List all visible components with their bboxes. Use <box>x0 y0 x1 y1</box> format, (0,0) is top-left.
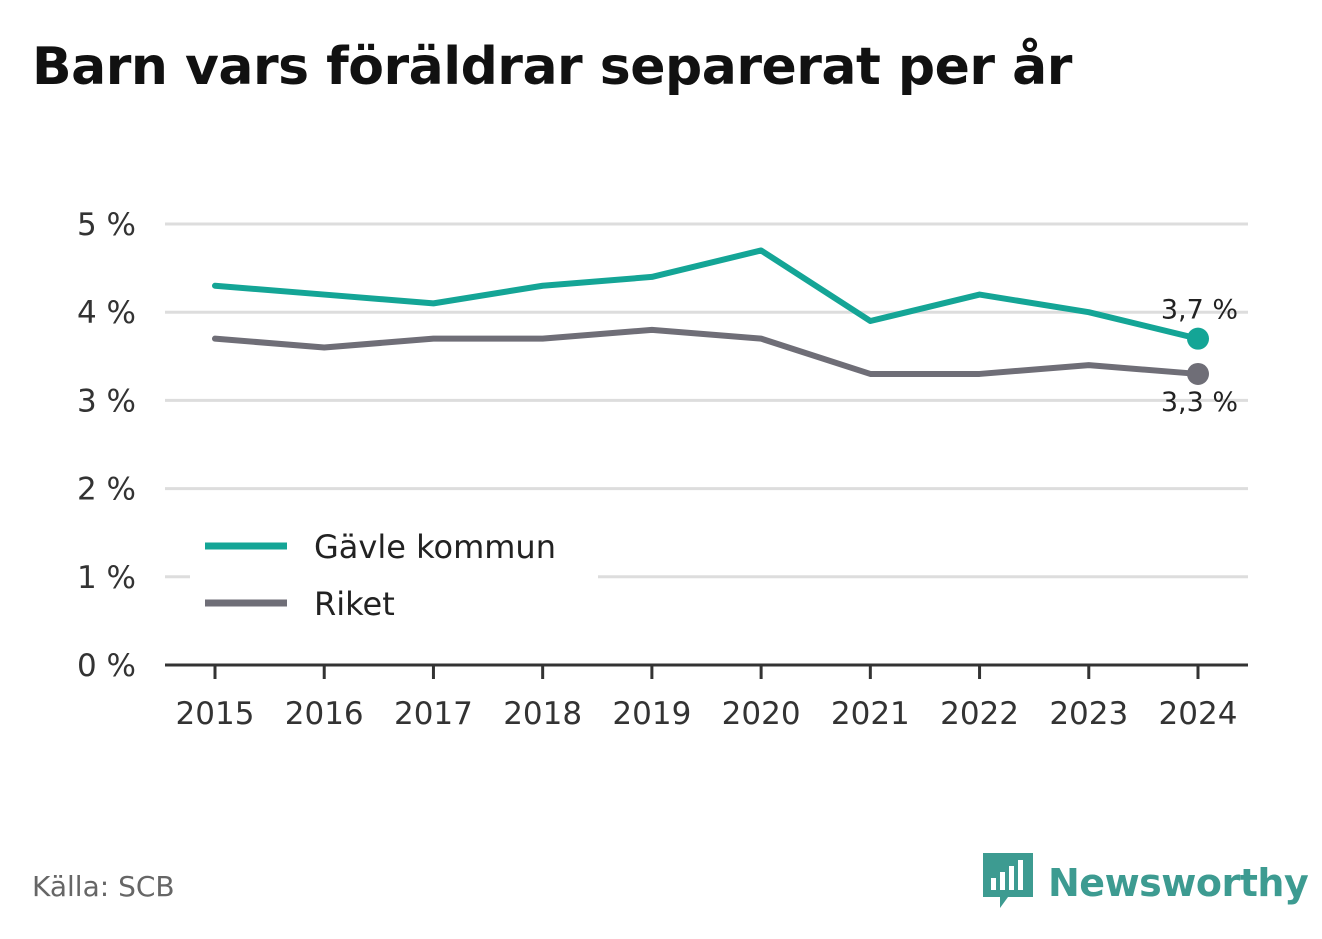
y-tick-label: 0 % <box>77 648 136 684</box>
series-line-2 <box>212 326 1201 377</box>
bar-chart-speech-bubble-icon <box>980 850 1036 916</box>
legend-label-1: Gävle kommun <box>314 528 556 566</box>
y-tick-label: 5 % <box>77 207 136 243</box>
y-tick-label: 3 % <box>77 383 136 419</box>
y-tick-label: 2 % <box>77 472 136 508</box>
x-tick-label: 2017 <box>394 696 473 732</box>
y-tick-label: 4 % <box>77 295 136 331</box>
x-tick-label: 2020 <box>722 696 801 732</box>
x-tick-label: 2024 <box>1159 696 1238 732</box>
series-end-point-2 <box>1187 362 1209 385</box>
x-tick-label: 2023 <box>1049 696 1128 732</box>
series-end-label-1: 3,7 % <box>1161 295 1238 326</box>
x-tick-label: 2021 <box>831 696 910 732</box>
x-tick-label: 2015 <box>176 696 255 732</box>
x-tick-label: 2016 <box>285 696 364 732</box>
brand-logo: Newsworthy <box>980 850 1309 916</box>
source-note: Källa: SCB <box>32 870 175 903</box>
y-tick-label: 1 % <box>77 560 136 596</box>
x-tick-label: 2022 <box>940 696 1019 732</box>
brand-name: Newsworthy <box>1048 861 1309 905</box>
chart-title: Barn vars föräldrar separerat per år <box>32 37 1072 97</box>
series-line-1 <box>212 247 1201 342</box>
series-end-label-2: 3,3 % <box>1161 387 1238 418</box>
x-tick-label: 2018 <box>503 696 582 732</box>
legend-label-2: Riket <box>314 585 395 623</box>
x-tick-label: 2019 <box>612 696 691 732</box>
series-end-point-1 <box>1187 327 1209 350</box>
